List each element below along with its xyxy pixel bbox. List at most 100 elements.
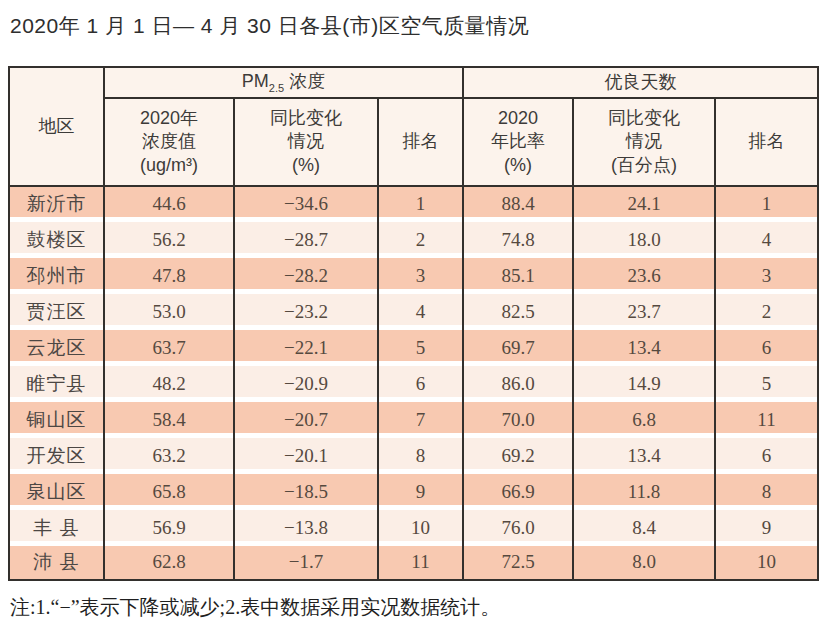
pm-change-cell: −1.7 [234,546,378,580]
pm-rank-cell: 10 [378,510,463,546]
pm-value-cell: 63.7 [104,330,234,366]
header-good-change: 同比变化 情况 (百分点) [573,98,715,186]
good-rank-cell: 6 [715,438,818,474]
region-cell: 睢宁县 [9,366,104,402]
footnote: 注:1.“−”表示下降或减少;2.表中数据采用实况数据统计。 [10,594,825,620]
pm-rank-cell: 2 [378,222,463,258]
table-row: 铜山区 58.4 −20.7 7 70.0 6.8 11 [9,402,818,438]
table-row: 云龙区 63.7 −22.1 5 69.7 13.4 6 [9,330,818,366]
pm-value-cell: 65.8 [104,474,234,510]
header-region: 地区 [9,67,104,186]
table-row: 开发区 63.2 −20.1 8 69.2 13.4 6 [9,438,818,474]
header-good-rank: 排名 [715,98,818,186]
table-row: 邳州市 47.8 −28.2 3 85.1 23.6 3 [9,258,818,294]
pm-value-cell: 53.0 [104,294,234,330]
pm-change-cell: −34.6 [234,186,378,222]
pm-change-cell: −20.7 [234,402,378,438]
good-ratio-cell: 82.5 [463,294,573,330]
good-ratio-cell: 85.1 [463,258,573,294]
good-change-cell: 6.8 [573,402,715,438]
header-group-row: 地区 PM2.5 浓度 优良天数 [9,67,818,98]
good-change-cell: 14.9 [573,366,715,402]
good-rank-cell: 4 [715,222,818,258]
good-change-cell: 8.4 [573,510,715,546]
good-rank-cell: 6 [715,330,818,366]
pm-rank-cell: 4 [378,294,463,330]
pm-rank-cell: 8 [378,438,463,474]
pm-rank-cell: 3 [378,258,463,294]
header-sub-row: 2020年 浓度值 (ug/m³) 同比变化 情况 (%) 排名 2020 年比… [9,98,818,186]
good-ratio-cell: 76.0 [463,510,573,546]
good-rank-cell: 1 [715,186,818,222]
good-change-cell: 8.0 [573,546,715,580]
pm-change-cell: −28.2 [234,258,378,294]
pm-change-cell: −20.1 [234,438,378,474]
pm-change-cell: −23.2 [234,294,378,330]
good-ratio-cell: 69.7 [463,330,573,366]
good-change-cell: 13.4 [573,330,715,366]
pm-value-cell: 63.2 [104,438,234,474]
pm-change-cell: −20.9 [234,366,378,402]
good-rank-cell: 5 [715,366,818,402]
good-rank-cell: 10 [715,546,818,580]
pm-rank-cell: 11 [378,546,463,580]
table-row: 睢宁县 48.2 −20.9 6 86.0 14.9 5 [9,366,818,402]
good-ratio-cell: 88.4 [463,186,573,222]
header-pm-rank: 排名 [378,98,463,186]
good-change-cell: 18.0 [573,222,715,258]
region-cell: 云龙区 [9,330,104,366]
region-cell: 开发区 [9,438,104,474]
good-ratio-cell: 86.0 [463,366,573,402]
good-rank-cell: 2 [715,294,818,330]
header-pm-change: 同比变化 情况 (%) [234,98,378,186]
air-quality-table: 地区 PM2.5 浓度 优良天数 2020年 浓度值 (ug/m³) 同比变化 … [8,66,819,581]
table-row: 丰 县 56.9 −13.8 10 76.0 8.4 9 [9,510,818,546]
header-concentration: 2020年 浓度值 (ug/m³) [104,98,234,186]
pm-value-cell: 47.8 [104,258,234,294]
pm-label-text: PM [242,71,269,91]
good-change-cell: 23.7 [573,294,715,330]
pm-label-suffix: 浓度 [284,71,325,91]
good-change-cell: 23.6 [573,258,715,294]
good-change-cell: 24.1 [573,186,715,222]
good-rank-cell: 8 [715,474,818,510]
pm-subscript: 2.5 [269,82,284,94]
page-title: 2020年 1 月 1 日— 4 月 30 日各县(市)区空气质量情况 [10,12,825,40]
table-row: 贾汪区 53.0 −23.2 4 82.5 23.7 2 [9,294,818,330]
pm-rank-cell: 6 [378,366,463,402]
good-ratio-cell: 69.2 [463,438,573,474]
table-row: 鼓楼区 56.2 −28.7 2 74.8 18.0 4 [9,222,818,258]
good-ratio-cell: 74.8 [463,222,573,258]
table-header: 地区 PM2.5 浓度 优良天数 2020年 浓度值 (ug/m³) 同比变化 … [9,67,818,186]
region-cell: 沛 县 [9,546,104,580]
good-rank-cell: 9 [715,510,818,546]
pm-value-cell: 62.8 [104,546,234,580]
good-change-cell: 13.4 [573,438,715,474]
good-change-cell: 11.8 [573,474,715,510]
pm-rank-cell: 5 [378,330,463,366]
region-cell: 铜山区 [9,402,104,438]
pm-value-cell: 48.2 [104,366,234,402]
region-cell: 丰 县 [9,510,104,546]
region-cell: 泉山区 [9,474,104,510]
pm-change-cell: −18.5 [234,474,378,510]
good-ratio-cell: 70.0 [463,402,573,438]
header-good-days-group: 优良天数 [463,67,818,98]
good-ratio-cell: 66.9 [463,474,573,510]
region-cell: 贾汪区 [9,294,104,330]
pm-value-cell: 58.4 [104,402,234,438]
pm-rank-cell: 1 [378,186,463,222]
pm-value-cell: 56.9 [104,510,234,546]
region-cell: 邳州市 [9,258,104,294]
table-body: 新沂市 44.6 −34.6 1 88.4 24.1 1 鼓楼区 56.2 −2… [9,186,818,580]
pm-change-cell: −13.8 [234,510,378,546]
pm-value-cell: 56.2 [104,222,234,258]
pm-value-cell: 44.6 [104,186,234,222]
table-row: 泉山区 65.8 −18.5 9 66.9 11.8 8 [9,474,818,510]
pm-rank-cell: 9 [378,474,463,510]
good-rank-cell: 3 [715,258,818,294]
header-good-ratio: 2020 年比率 (%) [463,98,573,186]
table-row: 新沂市 44.6 −34.6 1 88.4 24.1 1 [9,186,818,222]
table-row: 沛 县 62.8 −1.7 11 72.5 8.0 10 [9,546,818,580]
region-cell: 鼓楼区 [9,222,104,258]
